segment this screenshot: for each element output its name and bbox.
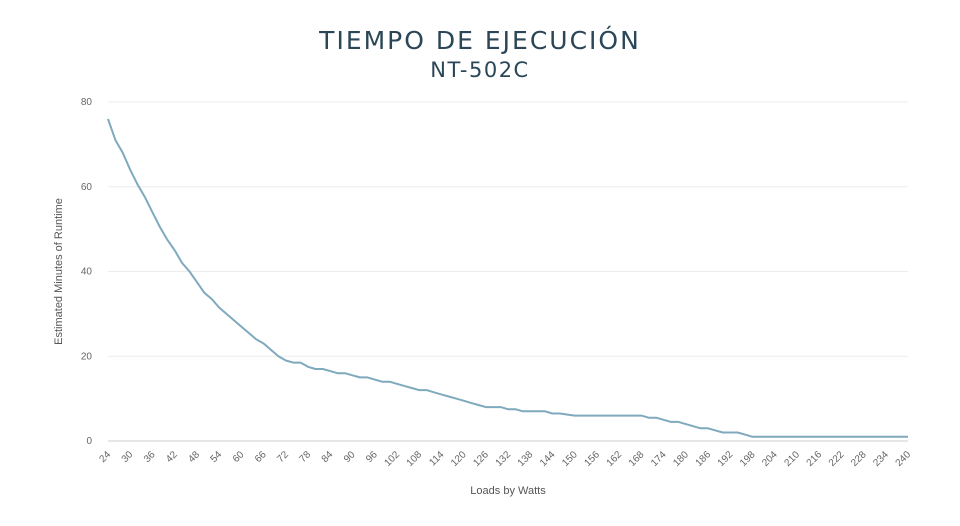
x-tick-label: 186 xyxy=(694,449,714,469)
y-tick-label: 80 xyxy=(81,97,93,108)
x-tick-label: 42 xyxy=(164,449,180,465)
y-tick-label: 0 xyxy=(86,436,92,447)
series-line-0 xyxy=(107,118,908,438)
x-tick-label: 150 xyxy=(560,449,580,469)
x-tick-label: 96 xyxy=(364,449,380,465)
x-tick-label: 192 xyxy=(716,449,736,469)
y-axis-label: Estimated Minutes of Runtime xyxy=(53,198,65,345)
x-tick-label: 66 xyxy=(253,449,269,465)
x-tick-label: 84 xyxy=(320,449,336,465)
x-tick-label: 234 xyxy=(871,449,891,469)
x-tick-label: 120 xyxy=(449,449,469,469)
x-tick-label: 24 xyxy=(97,449,113,465)
x-tick-label: 114 xyxy=(427,449,446,468)
chart-title: TIEMPO DE EJECUCIÓN xyxy=(319,26,641,55)
x-tick-label: 168 xyxy=(627,449,647,469)
y-tick-label: 60 xyxy=(81,182,93,193)
x-tick-label: 228 xyxy=(849,449,869,469)
x-tick-label: 204 xyxy=(760,449,780,469)
x-tick-label: 126 xyxy=(471,449,491,469)
chart-subtitle: NT-502C xyxy=(430,58,530,82)
x-tick-label: 210 xyxy=(782,449,802,469)
x-tick-label: 48 xyxy=(186,449,202,465)
x-tick-label: 30 xyxy=(120,449,136,465)
x-tick-label: 78 xyxy=(297,449,313,465)
x-tick-label: 90 xyxy=(342,449,358,465)
x-tick-label: 162 xyxy=(605,449,625,469)
x-tick-label: 180 xyxy=(671,449,691,469)
y-tick-label: 20 xyxy=(81,351,93,362)
x-tick-label: 156 xyxy=(582,449,602,469)
x-tick-label: 108 xyxy=(405,449,425,469)
x-tick-label: 198 xyxy=(738,449,758,469)
series-layer xyxy=(107,118,908,438)
x-tick-label: 60 xyxy=(231,449,247,465)
x-tick-label: 36 xyxy=(142,449,158,465)
x-tick-label: 144 xyxy=(538,449,558,469)
x-tick-label: 222 xyxy=(827,449,847,469)
grid-lines xyxy=(108,101,908,442)
y-tick-label: 40 xyxy=(81,267,93,278)
x-tick-label: 54 xyxy=(209,449,225,465)
x-tick-label: 72 xyxy=(275,449,291,465)
x-tick-label: 216 xyxy=(805,449,825,469)
y-axis-ticks: 0 20 40 60 80 xyxy=(81,97,93,447)
x-tick-label: 138 xyxy=(516,449,536,469)
x-tick-label: 132 xyxy=(494,449,514,469)
x-axis-ticks: 24 30 36 42 48 54 60 66 72 78 84 90 96 102 108 114 120 12… xyxy=(97,449,913,469)
x-axis-label: Loads by Watts xyxy=(470,485,546,497)
x-tick-label: 174 xyxy=(649,449,669,469)
x-tick-label: 240 xyxy=(894,449,914,469)
x-tick-label: 102 xyxy=(382,449,402,469)
